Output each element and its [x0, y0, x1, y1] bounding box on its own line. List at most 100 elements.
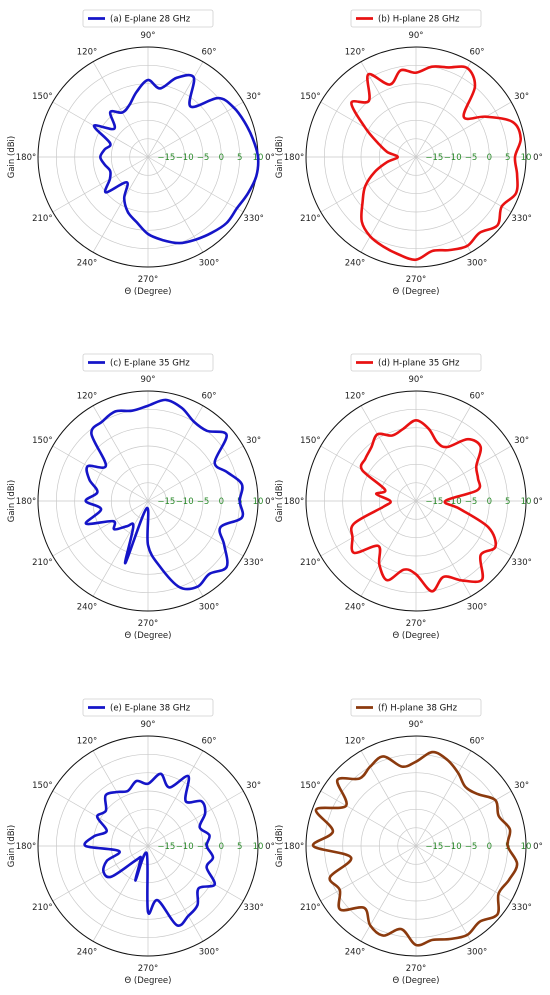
- outer-circle: [37, 735, 259, 957]
- y-axis-title: Gain (dBi): [275, 825, 285, 867]
- gain-pattern-line: [349, 419, 498, 593]
- radial-tick-label: 0: [487, 842, 492, 852]
- angle-tick-label: 210°: [300, 558, 320, 568]
- angle-tick-label: 60°: [201, 736, 216, 746]
- legend-label: (d) H-plane 35 GHz: [378, 359, 460, 369]
- angle-tick-label: 30°: [514, 92, 529, 102]
- angle-tick-label: 0°: [533, 842, 543, 852]
- legend-box: [350, 698, 482, 717]
- radial-tick-label: 10: [253, 497, 264, 507]
- angle-tick-label: 0°: [533, 153, 543, 163]
- angle-tick-label: 30°: [246, 436, 261, 446]
- angle-tick-label: 180°: [284, 497, 304, 507]
- angle-tick-label: 150°: [300, 436, 320, 446]
- angle-tick-label: 120°: [77, 47, 97, 57]
- angle-tick-label: 120°: [77, 391, 97, 401]
- x-axis-title: Θ (Degree): [125, 287, 172, 297]
- radial-tick-label: 10: [521, 153, 532, 163]
- legend-box: [350, 353, 482, 372]
- grid-ring: [74, 427, 222, 575]
- angle-tick-label: 330°: [511, 214, 531, 224]
- angle-tick-label: 210°: [32, 903, 52, 913]
- angle-tick-label: 180°: [284, 153, 304, 163]
- angle-tick-label: 90°: [140, 375, 155, 385]
- angle-tick-label: 300°: [467, 948, 487, 958]
- grid-ring: [360, 445, 472, 557]
- angle-tick-label: 0°: [265, 497, 275, 507]
- angle-tick-label: 150°: [32, 92, 52, 102]
- polar-chart-2: (c) E-plane 35 GHz 0° 30° 60° 90° 120° 150° 180…: [7, 353, 275, 641]
- y-axis-title: Gain (dBi): [7, 825, 17, 867]
- angle-tick-label: 30°: [514, 436, 529, 446]
- angle-tick-label: 210°: [300, 214, 320, 224]
- radial-tick-label: −10: [444, 842, 462, 852]
- angle-tick-label: 240°: [345, 603, 365, 613]
- grid-ring: [74, 772, 222, 920]
- legend-label: (a) E-plane 28 GHz: [110, 15, 191, 25]
- angle-tick-label: 300°: [467, 603, 487, 613]
- y-axis-title: Gain (dBi): [7, 480, 17, 522]
- grid-ring: [74, 83, 222, 231]
- radial-tick-label: 0: [487, 153, 492, 163]
- grid-ring: [92, 445, 204, 557]
- x-axis-title: Θ (Degree): [125, 976, 172, 986]
- angle-tick-label: 30°: [514, 781, 529, 791]
- polar-chart-4: (e) E-plane 38 GHz 0° 30° 60° 90° 120° 150° 180…: [7, 698, 275, 986]
- radial-tick-label: −5: [465, 153, 478, 163]
- angle-tick-label: 0°: [533, 497, 543, 507]
- angle-tick-label: 60°: [469, 47, 484, 57]
- polar-chart-5: (f) H-plane 38 GHz 0° 30° 60° 90° 120° 150° 180…: [275, 698, 543, 986]
- gain-pattern-line: [84, 398, 245, 591]
- grid-ring: [360, 101, 472, 213]
- angle-tick-label: 90°: [408, 31, 423, 41]
- angle-tick-label: 210°: [32, 558, 52, 568]
- angle-tick-label: 30°: [246, 92, 261, 102]
- grid-ring: [92, 101, 204, 213]
- radial-tick-label: −10: [176, 842, 194, 852]
- angle-tick-label: 150°: [300, 781, 320, 791]
- angle-tick-label: 270°: [138, 619, 158, 629]
- angle-tick-label: 330°: [511, 558, 531, 568]
- angle-tick-label: 210°: [32, 214, 52, 224]
- radial-tick-label: 5: [505, 497, 510, 507]
- gain-pattern-line: [92, 73, 260, 245]
- radial-tick-label: −10: [444, 497, 462, 507]
- angle-tick-label: 240°: [345, 948, 365, 958]
- angle-tick-label: 150°: [300, 92, 320, 102]
- angle-tick-label: 60°: [201, 391, 216, 401]
- angle-tick-label: 150°: [32, 436, 52, 446]
- radial-tick-label: −10: [444, 153, 462, 163]
- legend-box: [82, 9, 214, 28]
- angle-tick-label: 150°: [32, 781, 52, 791]
- angle-tick-label: 300°: [199, 603, 219, 613]
- radial-tick-label: −15: [157, 497, 175, 507]
- angle-tick-label: 270°: [406, 964, 426, 974]
- x-axis-title: Θ (Degree): [393, 631, 440, 641]
- angle-tick-label: 330°: [243, 214, 263, 224]
- radial-tick-label: −5: [197, 153, 210, 163]
- radial-tick-label: −5: [465, 842, 478, 852]
- angle-tick-label: 180°: [16, 497, 36, 507]
- grid-ring: [378, 463, 454, 539]
- legend-box: [82, 353, 214, 372]
- x-axis-title: Θ (Degree): [125, 631, 172, 641]
- polar-chart-1: (b) H-plane 28 GHz 0° 30° 60° 90° 120° 150° 180…: [275, 9, 543, 297]
- grid-ring: [110, 119, 186, 195]
- angle-tick-label: 240°: [77, 259, 97, 269]
- radial-tick-label: 0: [219, 153, 224, 163]
- angle-tick-label: 330°: [511, 903, 531, 913]
- grid-ring: [342, 83, 490, 231]
- angle-tick-label: 300°: [467, 259, 487, 269]
- angle-tick-label: 180°: [284, 842, 304, 852]
- grid-ring: [323, 408, 509, 594]
- angle-tick-label: 270°: [406, 619, 426, 629]
- polar-chart-0: (a) E-plane 28 GHz 0° 30° 60° 90° 120° 150° 180…: [7, 9, 275, 297]
- outer-circle: [305, 735, 527, 957]
- grid-ring: [360, 790, 472, 902]
- radial-tick-label: 0: [219, 497, 224, 507]
- polar-chart-3: (d) H-plane 35 GHz 0° 30° 60° 90° 120° 150° 180…: [275, 353, 543, 641]
- outer-circle: [37, 390, 259, 612]
- x-axis-title: Θ (Degree): [393, 287, 440, 297]
- angle-tick-label: 90°: [140, 720, 155, 730]
